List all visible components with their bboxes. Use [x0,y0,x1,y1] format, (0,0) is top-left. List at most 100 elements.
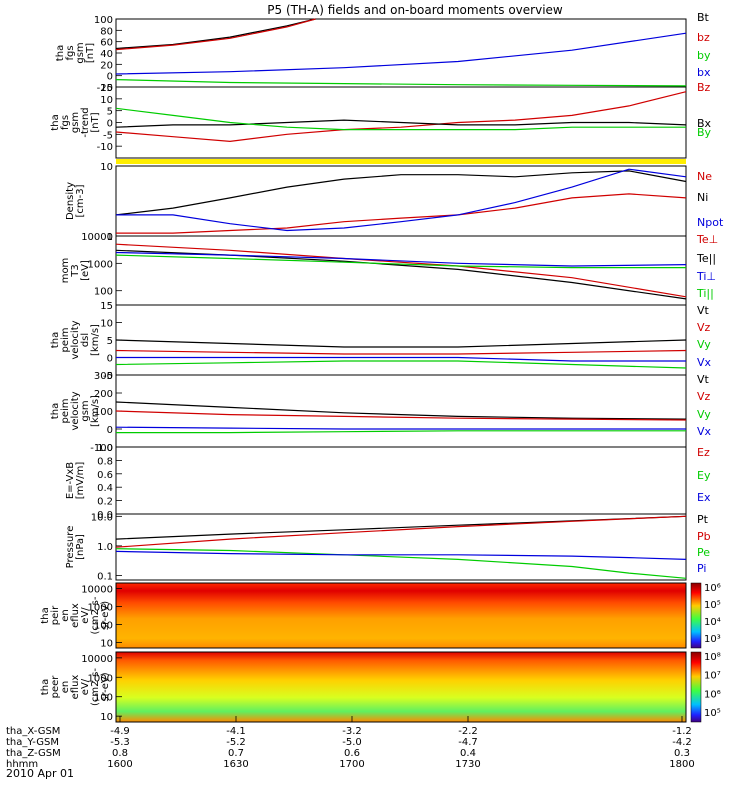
y-axis-label-line: gsm [80,400,91,421]
legend-entry: Pb [697,530,711,543]
legend-entry: Te|| [696,252,716,265]
series-line-Bt [115,18,316,50]
y-axis-label: mom T3 [eV] [60,258,91,284]
y-tick-label: 10000 [81,584,113,595]
series-line-Bz [115,91,687,143]
legend-entry: Vx [697,356,712,369]
panel-peer-eflux: 10⁸ 10⁷ 10⁶ 10⁵ 10000 1000 100 10 tha peer en eflux… [40,651,721,723]
legend-entry: Ne [697,170,712,183]
x-row-value: 1630 [223,759,248,770]
y-axis-label-line: peer [50,675,61,699]
series-line-Vx [115,426,686,430]
y-axis-label-line: tha [40,679,51,695]
y-tick-label: 1.0 [97,443,113,454]
y-axis-label-line: fgs [60,115,71,130]
legend-entry: Npot [697,216,724,229]
panel-density: 10 1 Density [cm-3] Ne Ni Npot [65,162,724,243]
y-tick-label: 10000 [81,232,113,243]
y-axis-label: tha peim velocity dsl [km/s] [50,320,101,359]
y-tick-label: -20 [97,83,113,94]
y-axis-label-line: T3 [70,264,81,277]
y-axis-label: E=-VxB [mV/m] [65,462,86,500]
series-line-Ne [116,193,687,234]
y-tick-label: 1000 [88,259,113,270]
y-tick-label: 0 [107,354,113,365]
series-line-Ti⊥ [115,251,687,267]
date-label: 2010 Apr 01 [6,767,74,780]
y-tick-label: 0.6 [97,470,113,481]
x-row-value: 0.4 [460,748,476,759]
colorbar-tick-label: 10⁶ [704,583,721,594]
y-tick-label: 5 [107,336,113,347]
panel-frame [115,304,687,376]
x-row-value: 0.7 [228,748,244,759]
colorbar-tick-label: 10⁶ [704,689,721,700]
y-axis-label-line: eV/ [80,607,91,624]
y-axis-label-line: mom [60,258,71,284]
y-tick-label: 100 [94,407,113,418]
y-tick-label: 0 [107,72,113,83]
y-tick-label: 200 [94,389,113,400]
y-axis-label-line: [km/s] [90,395,101,427]
legend-entry: bx [697,66,711,79]
y-axis-label-line: [nT] [85,43,96,63]
y-axis-label: tha peer en eflux eV/(cm2-s-sr-eV) [40,668,111,706]
y-tick-label: 0.4 [97,483,113,494]
y-axis-label-line: E=-VxB [65,462,76,499]
y-tick-label: 0.0 [97,510,113,521]
y-axis-label-line: [mV/m] [75,462,86,500]
legend-entry: Vx [697,425,712,438]
x-row-value: 1800 [669,759,694,770]
y-tick-label: 0 [107,425,113,436]
series-line-Vy [116,430,686,434]
panel-peim-velocity-gsm: 300 200 100 0 -100 tha peim velocity gsm [km/s] Vt… [50,371,712,454]
legend-entry: Bz [697,81,711,94]
legend-entry: Bt [697,11,710,24]
panel-frame [115,582,687,649]
series-line-Pi [115,550,687,560]
y-tick-label: 5 [107,107,113,118]
panel-efield: 1.0 0.8 0.6 0.4 0.2 0.0 E=-VxB [mV/m] Ez Ey Ex [65,443,711,521]
series-line-Vt [115,339,687,348]
panel-peir-eflux: 10⁶ 10⁵ 10⁴ 10³ 10000 1000 100 10 tha peir en eflux… [40,582,721,650]
y-axis-label-line: tha [50,403,61,419]
y-tick-label: -10 [97,142,113,153]
x-row-value: 0.6 [344,748,360,759]
legend-entry: Vt [697,304,710,317]
y-tick-label: 100 [94,621,113,632]
y-tick-label: 100 [94,693,113,704]
y-axis-label-line: fgs [65,45,76,60]
x-row-value: 1700 [339,759,364,770]
colorbar [690,651,702,723]
y-axis-label-line: Density [65,182,76,220]
y-tick-label: 15 [100,301,113,312]
y-tick-label: 10000 [81,654,113,665]
panel-pressure: 10.0 1.0 0.1 Pressure [nPa] Pt Pb Pe Pi [65,512,711,582]
legend-entry: Ti⊥ [696,270,716,283]
heatmap-spectrogram [116,652,686,722]
y-axis-label-line: [eV] [80,260,91,281]
y-tick-label: 10 [100,319,113,330]
y-axis-label: Density [cm-3] [65,182,86,220]
y-tick-label: 0.8 [97,456,113,467]
panel-frame [115,651,687,723]
y-axis-label-line: Pressure [65,526,76,569]
y-axis-label-line: sr-eV) [100,672,111,701]
y-tick-label: 40 [100,49,113,60]
x-row-value: 0.3 [674,748,690,759]
legend-entry: Vz [697,321,711,334]
series-line-Vz [115,410,687,421]
y-axis-label-line: eflux [70,603,81,628]
x-row-value: 1730 [455,759,480,770]
y-axis-label-line: peim [60,327,71,352]
y-tick-label: -5 [103,371,113,382]
series-line-Vx [116,356,686,362]
y-axis-label: tha fgs gsm -trend [nT] [50,107,101,137]
panel-frame [115,374,687,448]
colorbar-tick-label: 10⁵ [704,708,721,719]
y-tick-label: 10 [100,639,113,650]
panel-frame [115,165,687,237]
